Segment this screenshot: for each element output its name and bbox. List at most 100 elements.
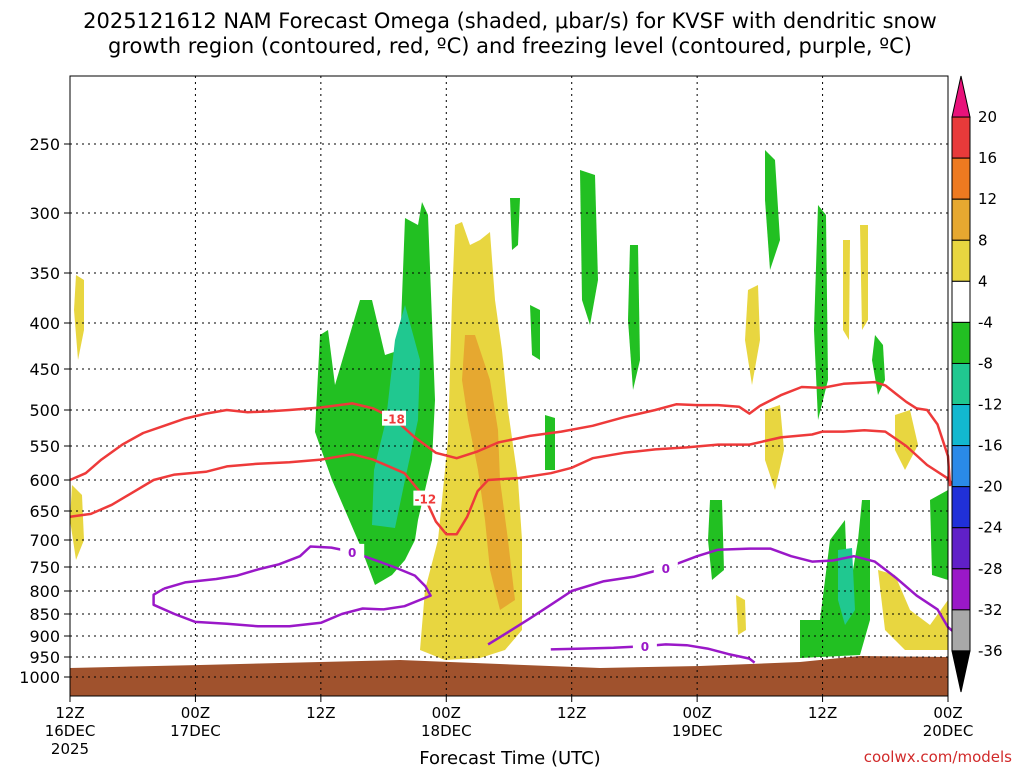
- contour-label-bg: [653, 559, 678, 575]
- omega-yellow-cell: [765, 405, 784, 490]
- colorbar-swatch: [951, 362, 971, 406]
- contour-label: 0: [662, 562, 670, 576]
- contour-fzl-b: [487, 547, 960, 646]
- terrain-ground: [70, 656, 948, 696]
- x-tick-label: 18DEC: [421, 722, 472, 740]
- x-tick-label: 12Z: [808, 704, 837, 722]
- colorbar-label: -20: [978, 478, 1003, 496]
- colorbar-swatch: [951, 239, 971, 282]
- colorbar-label: -32: [978, 601, 1003, 619]
- omega-green-cell: [708, 500, 724, 580]
- colorbar-label: -16: [978, 437, 1003, 455]
- x-tick-label: 16DEC: [45, 722, 96, 740]
- contour-label-bg: [340, 543, 365, 559]
- colorbar-swatch: [951, 404, 971, 447]
- colorbar-label: 12: [978, 190, 997, 208]
- omega-yellow-cell: [70, 485, 84, 560]
- omega-yellow-cell: [895, 410, 918, 470]
- y-tick-label: 300: [29, 204, 60, 223]
- colorbar-label: 20: [978, 108, 997, 126]
- x-tick-label: 2025: [51, 740, 89, 758]
- x-axis-label: Forecast Time (UTC): [419, 748, 600, 768]
- colorbar-label: 8: [978, 231, 988, 249]
- contour-label: 0: [641, 640, 649, 654]
- omega-orange-region: [462, 335, 515, 610]
- omega-green-cell: [545, 415, 555, 470]
- y-tick-label: 650: [29, 502, 60, 521]
- colorbar-swatch: [951, 609, 971, 652]
- omega-green-cell: [510, 198, 520, 250]
- y-tick-label: 350: [29, 264, 60, 283]
- colorbar-swatch: [951, 116, 971, 159]
- y-tick-label: 250: [29, 135, 60, 154]
- y-tick-label: 850: [29, 605, 60, 624]
- contour-fzl-c: [550, 643, 756, 664]
- contour-lines: -18 -12 0 0 0: [69, 380, 965, 664]
- x-tick-label: 17DEC: [170, 722, 221, 740]
- y-tick-label: 500: [29, 401, 60, 420]
- omega-yellow-cell: [860, 225, 868, 330]
- contour-dgz-bottom: [69, 428, 965, 536]
- colorbar-swatch: [951, 445, 971, 488]
- contour-label-bg: [413, 490, 438, 506]
- omega-shading: [70, 150, 948, 660]
- colorbar-label: -4: [978, 313, 993, 331]
- contour-label: 0: [348, 546, 356, 560]
- gridlines: [69, 76, 949, 696]
- y-tick-label: 600: [29, 471, 60, 490]
- omega-green-cell: [628, 245, 640, 390]
- contour-label: -18: [383, 413, 405, 427]
- omega-green-cell: [814, 205, 828, 420]
- colorbar-label: -24: [978, 519, 1003, 537]
- colorbar-label: -8: [978, 354, 993, 372]
- colorbar-swatch: [951, 568, 971, 611]
- y-tick-label: 750: [29, 558, 60, 577]
- contour-fzl-a: [152, 545, 432, 628]
- omega-green-cell: [800, 500, 870, 658]
- colorbar-label: -28: [978, 560, 1003, 578]
- x-tick-label: 00Z: [181, 704, 210, 722]
- x-tick-label: 12Z: [55, 704, 84, 722]
- omega-green-cell: [872, 335, 885, 395]
- chart-title-line2: growth region (contoured, red, ºC) and f…: [108, 34, 912, 58]
- colorbar-swatch: [951, 321, 971, 364]
- colorbar-label: -12: [978, 396, 1003, 414]
- omega-yellow-cell: [74, 275, 84, 360]
- omega-green-cell: [765, 150, 780, 270]
- omega-green-cell: [580, 170, 598, 325]
- omega-green-region: [315, 202, 435, 585]
- y-axis: 250 300 350 400 450 500 550 600 650 700 750 800 850 9…: [19, 135, 70, 687]
- y-tick-label: 1000: [19, 668, 60, 687]
- y-tick-label: 900: [29, 627, 60, 646]
- colorbar-swatch: [951, 198, 971, 241]
- colorbar-swatch: [951, 486, 971, 529]
- omega-yellow-cell: [843, 240, 850, 340]
- contour-dgz-top: [69, 380, 952, 487]
- colorbar: 20 16 12 8 4 -4 -8 -12 -16 -20 -24 -28 -32 -36: [951, 75, 1003, 693]
- x-tick-label: 19DEC: [672, 722, 723, 740]
- colorbar-label: 16: [978, 149, 997, 167]
- chart-title-line1: 2025121612 NAM Forecast Omega (shaded, μ…: [83, 9, 937, 33]
- omega-yellow-cell: [878, 570, 948, 650]
- y-tick-label: 550: [29, 437, 60, 456]
- plot-frame: [69, 75, 949, 697]
- contour-label-bg: [632, 638, 657, 654]
- y-tick-label: 450: [29, 360, 60, 379]
- y-tick-label: 800: [29, 582, 60, 601]
- credit-link[interactable]: coolwx.com/models: [864, 748, 1012, 766]
- omega-green-cell: [930, 490, 948, 580]
- contour-label-bg: [382, 410, 407, 426]
- colorbar-swatch: [951, 157, 971, 200]
- x-tick-label: 12Z: [557, 704, 586, 722]
- colorbar-label: -36: [978, 642, 1003, 660]
- x-tick-label: 12Z: [306, 704, 335, 722]
- x-tick-label: 00Z: [933, 704, 962, 722]
- colorbar-swatch: [951, 527, 971, 570]
- y-tick-label: 700: [29, 531, 60, 550]
- x-tick-label: 00Z: [432, 704, 461, 722]
- omega-yellow-cell: [745, 285, 760, 385]
- x-tick-label: 00Z: [682, 704, 711, 722]
- y-tick-label: 950: [29, 648, 60, 667]
